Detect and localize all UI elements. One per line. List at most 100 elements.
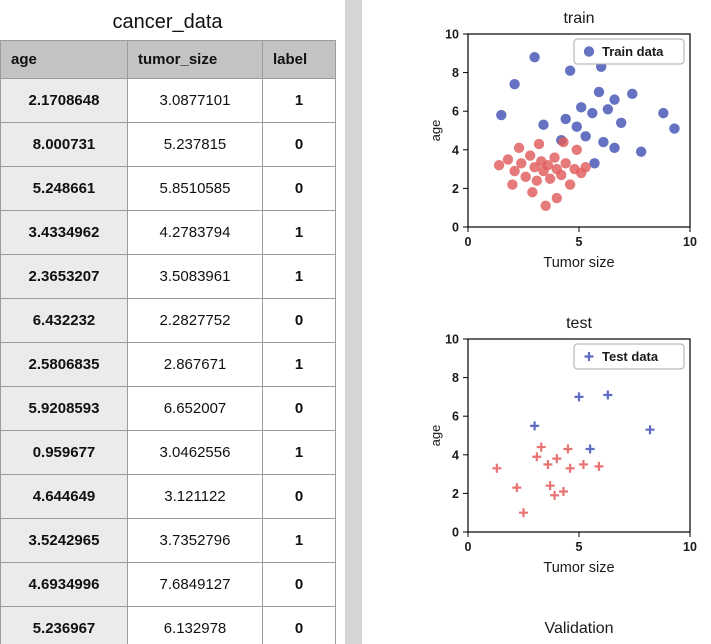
table-row: 0.959677 3.0462556 1 (0, 430, 336, 475)
scatter-point-plus (530, 421, 540, 431)
scatter-point-dot (549, 152, 560, 163)
scatter-point-dot (533, 138, 545, 150)
scatter-point-plus (563, 444, 573, 454)
scatter-point-dot (658, 107, 669, 119)
scatter-point-dot (513, 142, 525, 154)
scatter-point-dot (669, 123, 680, 134)
table-cell: 4.2783794 (127, 210, 263, 255)
table-row: 4.644649 3.121122 0 (0, 474, 336, 519)
scatter-point-plus (565, 463, 575, 473)
y-tick-label: 0 (452, 526, 459, 540)
scatter-point-dot (560, 113, 571, 125)
scatter-point-dot (529, 51, 540, 63)
y-tick-label: 8 (452, 371, 459, 385)
table-row: 4.6934996 7.6849127 0 (0, 562, 336, 607)
scatter-point-dot (544, 173, 556, 184)
y-tick-label: 2 (452, 487, 459, 501)
table-cell: 8.000731 (0, 122, 128, 167)
plot-box (467, 338, 691, 533)
table-cell: 1 (262, 210, 336, 255)
scatter-point-dot (558, 136, 569, 148)
scatter-point-dot (564, 179, 576, 190)
chart-title: Validation (544, 620, 613, 637)
scatter-point-dot (540, 200, 551, 211)
x-tick-label: 10 (683, 235, 697, 249)
scatter-point-plus (574, 392, 584, 402)
validation-chart: Validation (418, 612, 711, 644)
scatter-point-plus (645, 425, 655, 435)
table-cell: 2.5806835 (0, 342, 128, 387)
table-title: cancer_data (112, 11, 223, 33)
column-header-age: age (0, 40, 128, 79)
table-row: 5.248661 5.8510585 0 (0, 166, 336, 211)
table-cell: 0 (262, 386, 336, 431)
table-cell: 5.248661 (0, 166, 128, 211)
column-header-tumor_size: tumor_size (127, 40, 263, 79)
panel-divider (345, 0, 362, 644)
table-cell: 0 (262, 166, 336, 211)
scatter-point-dot (496, 109, 507, 121)
table-cell: 7.6849127 (127, 562, 263, 607)
y-tick-label: 6 (452, 105, 459, 119)
y-tick-label: 0 (452, 221, 459, 235)
table-cell: 3.121122 (127, 474, 263, 519)
train-chart: train 0 2 4 6 8 10 0 5 10 Train data Tumor size age (418, 2, 711, 277)
y-tick-label: 10 (445, 333, 459, 347)
table-cell: 0 (262, 122, 336, 167)
scatter-point-dot (593, 86, 605, 98)
scatter-point-dot (571, 121, 582, 132)
column-header-label: label (262, 40, 336, 79)
table-cell: 1 (262, 518, 336, 563)
x-axis-label: Tumor size (543, 255, 614, 271)
scatter-point-dot (583, 46, 595, 57)
table-header: age tumor_size label (0, 40, 336, 79)
table-cell: 2.2827752 (127, 298, 263, 343)
scatter-point-dot (587, 107, 598, 119)
scatter-point-dot (524, 150, 536, 161)
scatter-point-plus (536, 442, 546, 452)
data-table-panel: cancer_data age tumor_size label 2.1708648… (0, 0, 345, 644)
x-tick-label: 5 (576, 540, 583, 554)
y-tick-label: 4 (452, 143, 459, 157)
scatter-point-dot (635, 146, 647, 157)
table-cell: 3.5242965 (0, 518, 128, 563)
table-row: 2.3653207 3.5083961 1 (0, 254, 336, 299)
table-cell: 5.8510585 (127, 166, 263, 211)
scatter-point-dot (580, 131, 591, 142)
chart-title: test (566, 315, 592, 332)
table-cell: 3.4334962 (0, 210, 128, 255)
table-row: 3.5242965 3.7352796 1 (0, 518, 336, 563)
chart-svg: Validation (544, 620, 613, 637)
scatter-point-plus (519, 508, 528, 518)
table-cell: 0.959677 (0, 430, 128, 475)
y-tick-label: 8 (452, 66, 459, 80)
scatter-point-dot (531, 175, 543, 186)
table-cell: 0 (262, 562, 336, 607)
table-cell: 1 (262, 254, 336, 299)
table-row: 2.1708648 3.0877101 1 (0, 78, 336, 123)
scatter-point-dot (542, 160, 554, 171)
x-tick-label: 5 (576, 235, 583, 249)
table-cell: 2.1708648 (0, 78, 128, 123)
table-cell: 6.652007 (127, 386, 263, 431)
x-tick-label: 0 (465, 235, 472, 249)
scatter-point-dot (560, 158, 571, 169)
y-tick-label: 2 (452, 182, 459, 196)
table-row: 3.4334962 4.2783794 1 (0, 210, 336, 255)
scatter-point-plus (558, 486, 568, 496)
scatter-point-plus (492, 463, 502, 473)
y-tick-label: 10 (445, 28, 459, 42)
y-axis-label: age (428, 120, 443, 142)
scatter-point-dot (516, 158, 527, 169)
table-cell: 6.432232 (0, 298, 128, 343)
x-tick-label: 0 (465, 540, 472, 554)
test-chart: test 0 2 4 6 8 10 0 5 10 Test data Tumor size age (418, 307, 711, 582)
scatter-point-dot (509, 165, 520, 177)
scatter-point-dot (589, 158, 600, 169)
table-cell: 3.7352796 (127, 518, 263, 563)
y-tick-label: 4 (452, 448, 459, 462)
charts-panel: train 0 2 4 6 8 10 0 5 10 Train data Tumor size age … (362, 0, 711, 644)
scatter-point-plus (543, 459, 553, 469)
scatter-point-dot (502, 154, 514, 165)
